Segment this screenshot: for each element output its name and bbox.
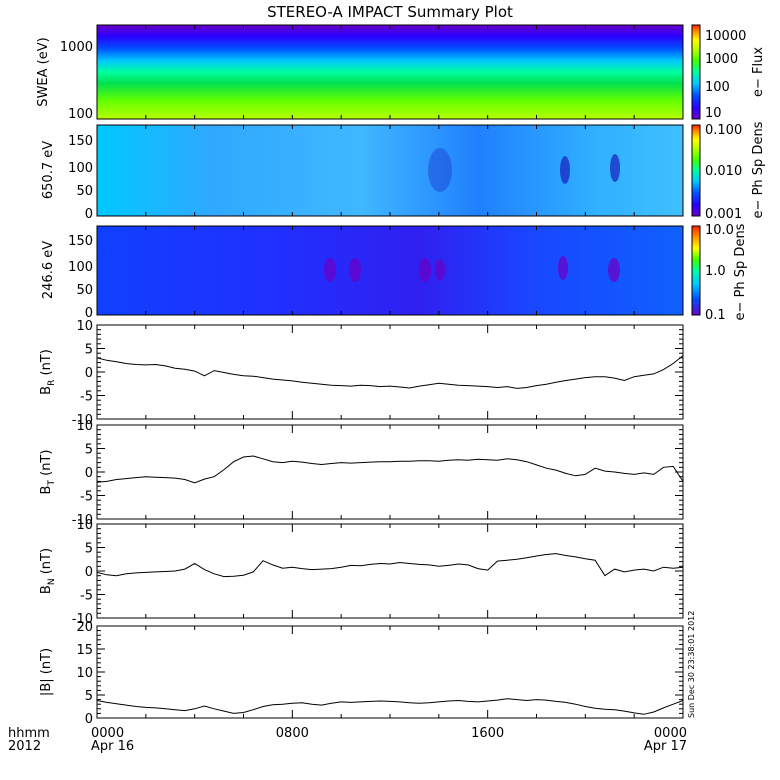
pad650-cbar-tick-0.010: 0.010 — [705, 164, 742, 179]
pad650-ytick-50: 50 — [76, 184, 93, 199]
ytick-label: 10 — [76, 518, 93, 533]
pad650-spectrogram — [97, 125, 683, 216]
ytick-label: 15 — [76, 643, 93, 658]
swea-colorbar — [691, 24, 701, 120]
ytick-label: -10 — [72, 413, 93, 428]
ytick-label: 5 — [85, 542, 93, 557]
swea-spectrogram — [97, 25, 683, 119]
swea-ytick-100: 100 — [68, 107, 93, 122]
field-series-line — [96, 355, 684, 389]
pad650-dark-features — [428, 148, 620, 192]
pad246-feature — [349, 258, 361, 282]
swea-cbar-label: e− Flux — [751, 47, 766, 97]
pad650-feature — [428, 148, 452, 192]
panel-pad-650: 650.7 eV 150 100 50 0 0.100 0.010 0.001 … — [41, 121, 766, 222]
generation-timestamp: Sun Dec 30 23:38:01 2012 — [687, 611, 696, 718]
ytick-label: 10 — [76, 319, 93, 334]
time-tick-label: 1600 — [471, 726, 504, 741]
panel--b-nt-: 20 15 10 5 0 |B| (nT) — [39, 620, 684, 727]
pad246-cbar-tick-0.1: 0.1 — [705, 308, 726, 323]
time-tick-label: 0000 — [91, 726, 124, 741]
panel-b-t-nt-: 10 5 0 -5 -10 BT (nT) — [39, 419, 684, 528]
pad650-cbar-tick-0.100: 0.100 — [705, 123, 742, 138]
panel-ylabel: BT (nT) — [39, 450, 57, 495]
pad650-ytick-150: 150 — [68, 134, 93, 149]
ytick-label: 0 — [85, 466, 93, 481]
swea-cbar-tick-10: 10 — [705, 106, 722, 121]
field-panels: 10 5 0 -5 -10 BR (nT) 10 5 0 -5 -10 BT (nT) 10 5 0 -5 -1… — [39, 319, 684, 727]
plot-title: STEREO-A IMPACT Summary Plot — [267, 3, 513, 21]
field-series-line — [96, 455, 684, 484]
ytick-label: 0 — [85, 366, 93, 381]
pad246-ytick-100: 100 — [68, 260, 93, 275]
pad650-ytick-0: 0 — [85, 207, 93, 222]
panel-ylabel: |B| (nT) — [39, 648, 54, 696]
panel-ylabel: BR (nT) — [39, 349, 57, 395]
pad246-feature — [419, 258, 431, 282]
ytick-label: 10 — [76, 419, 93, 434]
ytick-label: -10 — [72, 513, 93, 528]
field-series-line — [96, 553, 684, 578]
ytick-label: 5 — [85, 689, 93, 704]
panel-b-r-nt-: 10 5 0 -5 -10 BR (nT) — [39, 319, 684, 428]
pad246-ytick-0: 0 — [85, 306, 93, 321]
panel-pad-246: 246.6 eV 150 100 50 0 10.0 1.0 0.1 e− Ph… — [41, 223, 748, 323]
pad650-ytick-100: 100 — [68, 161, 93, 176]
pad246-spectrogram — [97, 226, 683, 315]
pad246-cbar-label: e− Ph Sp Dens — [733, 223, 748, 320]
panel-frame — [96, 324, 684, 420]
pad650-feature — [610, 154, 620, 182]
pad246-feature — [608, 258, 620, 282]
ytick-label: 0 — [85, 565, 93, 580]
pad650-ylabel: 650.7 eV — [41, 141, 56, 199]
pad246-ytick-150: 150 — [68, 234, 93, 249]
time-tick-label: 0800 — [276, 726, 309, 741]
time-axis-label-year: 2012 — [8, 739, 41, 754]
field-series-line — [96, 698, 684, 715]
pad246-ytick-50: 50 — [76, 283, 93, 298]
ytick-label: 20 — [76, 620, 93, 635]
ytick-label: 5 — [85, 343, 93, 358]
time-tick-label: 0000 — [654, 726, 687, 741]
pad246-colorbar — [691, 225, 701, 316]
ytick-label: 10 — [76, 666, 93, 681]
panel-frame — [96, 424, 684, 520]
date-tick-label: Apr 17 — [644, 739, 687, 754]
swea-cbar-tick-100: 100 — [705, 80, 730, 95]
panel-ylabel: BN (nT) — [39, 548, 57, 594]
ytick-label: -5 — [80, 490, 93, 505]
pad246-cbar-tick-1.0: 1.0 — [705, 264, 726, 279]
pad650-feature — [560, 156, 570, 184]
pad650-cbar-label: e− Ph Sp Dens — [751, 121, 766, 218]
pad246-feature — [435, 259, 445, 281]
pad650-colorbar — [691, 124, 701, 217]
ytick-label: -10 — [72, 612, 93, 627]
pad246-feature — [324, 258, 336, 282]
swea-ytick-1000: 1000 — [60, 40, 93, 55]
pad246-cbar-tick-10.0: 10.0 — [705, 223, 734, 238]
ytick-label: 5 — [85, 443, 93, 458]
pad650-cbar-tick-0.001: 0.001 — [705, 207, 742, 222]
time-axis-label-hhmm: hhmm — [8, 726, 50, 741]
panel-swea: SWEA (eV) 1000 100 10000 1000 100 10 e− … — [36, 24, 766, 122]
ytick-label: 0 — [85, 712, 93, 727]
pad246-dark-features — [324, 256, 620, 282]
pad246-ylabel: 246.6 eV — [41, 241, 56, 299]
swea-ylabel: SWEA (eV) — [36, 37, 51, 106]
ytick-label: -5 — [80, 589, 93, 604]
ytick-label: -5 — [80, 390, 93, 405]
panel-frame — [96, 523, 684, 619]
panel-frame — [96, 625, 684, 719]
pad246-feature — [558, 256, 568, 280]
swea-cbar-tick-1000: 1000 — [705, 52, 738, 67]
swea-cbar-tick-10000: 10000 — [705, 29, 746, 44]
date-tick-label: Apr 16 — [91, 739, 134, 754]
panel-b-n-nt-: 10 5 0 -5 -10 BN (nT) — [39, 518, 684, 627]
